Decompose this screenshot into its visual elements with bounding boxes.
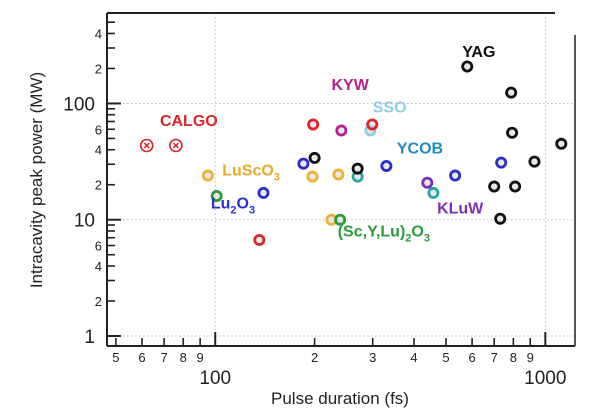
data-point (509, 180, 522, 193)
annotation-label: SSO (373, 99, 407, 116)
data-point (257, 186, 270, 199)
data-point (366, 118, 379, 131)
y-major-tick-label: 100 (63, 94, 95, 115)
data-point (421, 176, 434, 189)
data-point (335, 124, 348, 137)
data-point (380, 159, 393, 172)
grid-lines (107, 13, 575, 346)
data-point (351, 162, 364, 175)
x-minor-tick-label: 5 (442, 350, 449, 365)
y-major-tick-label: 1 (84, 327, 95, 348)
y-minor-tick-label: 4 (95, 143, 102, 158)
x-minor-tick-label: 8 (510, 350, 517, 365)
data-point (505, 86, 518, 99)
data-point-cross (143, 142, 150, 149)
data-point (506, 126, 519, 139)
x-minor-tick-label: 8 (180, 350, 187, 365)
data-point (308, 151, 321, 164)
y-minor-tick-label: 6 (95, 122, 102, 137)
annotation-label: LuScO3 (222, 163, 280, 184)
y-minor-tick-label: 4 (95, 26, 102, 41)
data-point-cross (172, 142, 179, 149)
x-minor-tick-label: 9 (527, 350, 534, 365)
data-point (334, 213, 347, 226)
annotation-label: YAG (462, 44, 495, 61)
data-point (461, 60, 474, 73)
data-point (449, 169, 462, 182)
x-minor-tick-label: 3 (369, 350, 376, 365)
data-point (332, 168, 345, 181)
data-point (427, 186, 440, 199)
data-point (201, 169, 214, 182)
annotation-label: KYW (331, 77, 369, 94)
data-point (297, 157, 310, 170)
y-axis-label: Intracavity peak power (MW) (27, 72, 46, 288)
x-major-tick-label: 100 (199, 368, 231, 389)
x-minor-tick-label: 2 (311, 350, 318, 365)
y-minor-tick-label: 2 (95, 294, 102, 309)
annotation-label: YCOB (397, 141, 443, 158)
x-minor-tick-label: 6 (138, 350, 145, 365)
y-minor-tick-label: 2 (95, 61, 102, 76)
annotation-label: (Sc,Y,Lu)2O3 (338, 223, 430, 244)
annotation-label: KLuW (437, 201, 484, 218)
x-axis-label: Pulse duration (fs) (271, 389, 409, 408)
y-minor-tick-label: 4 (95, 259, 102, 274)
data-point (528, 155, 541, 168)
data-point (494, 212, 507, 225)
x-minor-tick-label: 4 (410, 350, 417, 365)
annotation-label: Lu2O3 (211, 195, 255, 216)
x-minor-tick-label: 7 (160, 350, 167, 365)
annotation-label: CALGO (160, 113, 218, 130)
x-minor-tick-label: 9 (197, 350, 204, 365)
y-major-tick-label: 10 (74, 211, 95, 232)
data-point (495, 156, 508, 169)
x-major-tick-label: 1000 (524, 368, 566, 389)
x-minor-tick-label: 7 (491, 350, 498, 365)
x-minor-tick-label: 6 (468, 350, 475, 365)
data-point (555, 137, 568, 150)
data-point (253, 233, 266, 246)
x-minor-tick-label: 5 (112, 350, 119, 365)
data-point (307, 118, 320, 131)
data-point (488, 180, 501, 193)
data-point (210, 189, 223, 202)
y-minor-tick-label: 2 (95, 178, 102, 193)
data-points (139, 60, 568, 246)
data-point (306, 170, 319, 183)
y-minor-tick-label: 6 (95, 239, 102, 254)
